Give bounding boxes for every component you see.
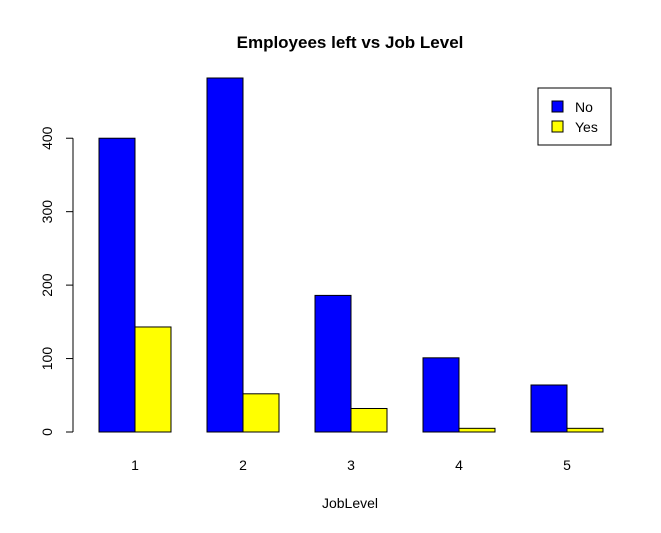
x-tick-label-3: 3: [347, 457, 355, 473]
x-axis: 1 2 3 4 5: [131, 457, 571, 473]
bar-no-1: [98, 137, 136, 433]
x-tick-label-2: 2: [239, 457, 247, 473]
bar-yes-4: [458, 427, 496, 433]
bar-yes-5: [566, 427, 604, 433]
y-tick-label-200: 200: [39, 273, 55, 297]
x-tick-label-1: 1: [131, 457, 139, 473]
bar-no-4: [422, 357, 460, 433]
legend-label-yes: Yes: [575, 119, 598, 135]
bars-group: [98, 77, 604, 433]
legend-label-no: No: [575, 99, 593, 115]
bar-yes-3: [350, 407, 388, 433]
x-tick-label-4: 4: [455, 457, 463, 473]
x-tick-label-5: 5: [563, 457, 571, 473]
y-tick-label-100: 100: [39, 347, 55, 371]
legend-swatch-yes: [551, 120, 564, 133]
legend-box: [537, 87, 612, 146]
y-tick-label-300: 300: [39, 200, 55, 224]
bar-no-2: [206, 77, 244, 433]
bar-no-3: [314, 294, 352, 433]
bar-yes-1: [134, 326, 172, 433]
y-tick-label-0: 0: [39, 428, 55, 436]
legend-swatch-no: [551, 100, 564, 113]
bar-no-5: [530, 384, 568, 433]
chart-title: Employees left vs Job Level: [237, 33, 464, 52]
y-axis: 0 100 200 300 400: [39, 126, 74, 436]
x-axis-label: JobLevel: [322, 495, 378, 511]
bar-yes-2: [242, 393, 280, 433]
y-tick-label-400: 400: [39, 126, 55, 150]
legend: No Yes: [537, 87, 612, 146]
